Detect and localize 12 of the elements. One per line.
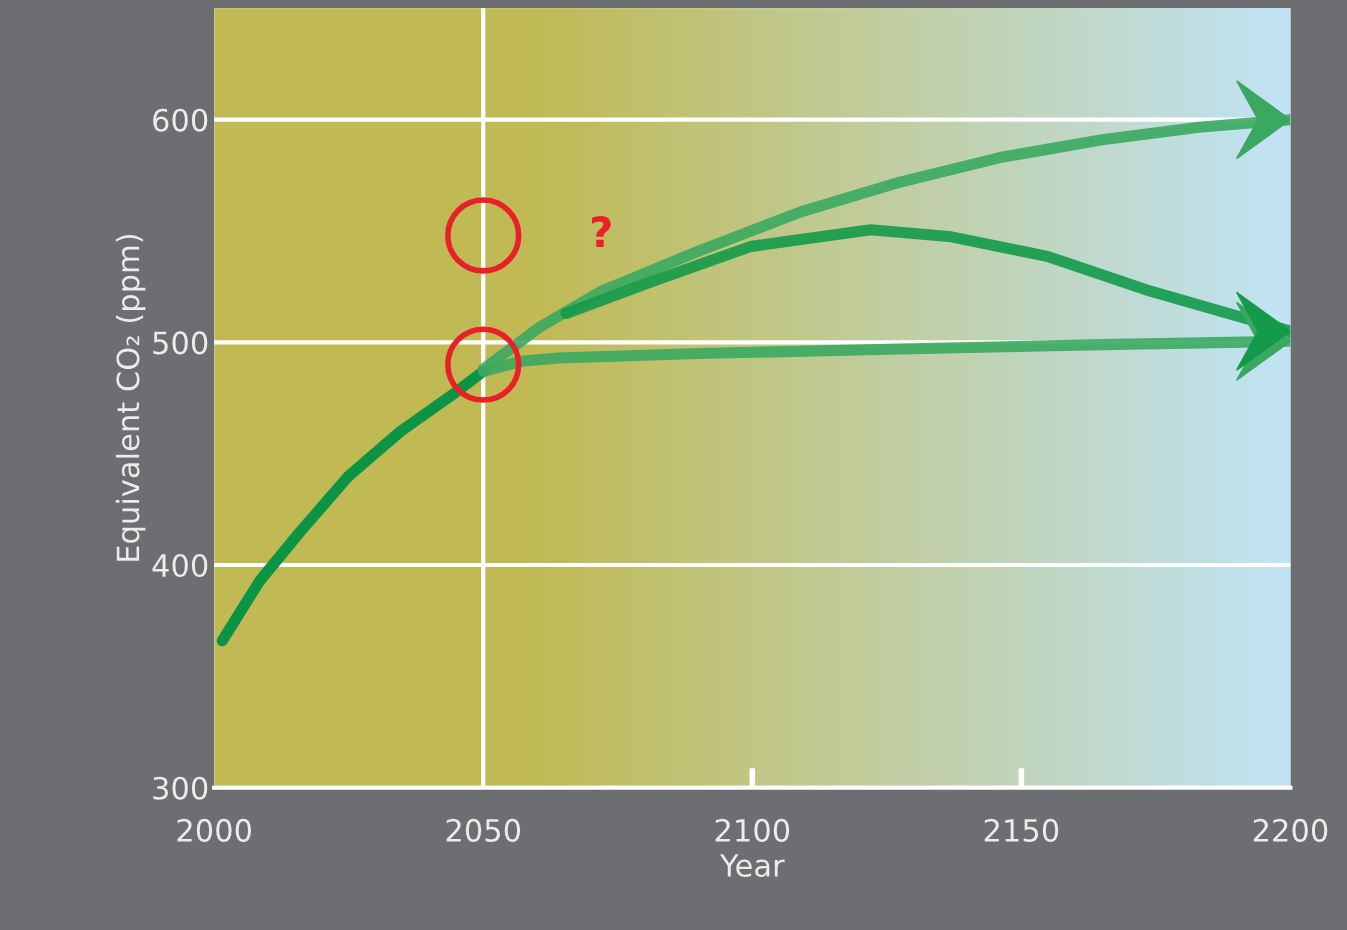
y-tick-label: 400 [152,553,208,578]
y-axis-title: Equivalent CO₂ (ppm) [115,234,146,561]
x-tick-label: 2150 [984,818,1059,842]
annotation: ? [592,216,611,247]
y-tick-label: 300 [153,776,208,800]
x-tick-label: 2050 [446,818,521,842]
x-axis-title: Year [719,854,785,878]
x-tick-label: 2200 [1253,818,1328,842]
y-tick-label: 500 [153,331,208,355]
x-tick-label: 2000 [177,818,252,842]
y-tick-label: 600 [153,108,208,132]
x-tick-label: 2100 [715,818,790,842]
